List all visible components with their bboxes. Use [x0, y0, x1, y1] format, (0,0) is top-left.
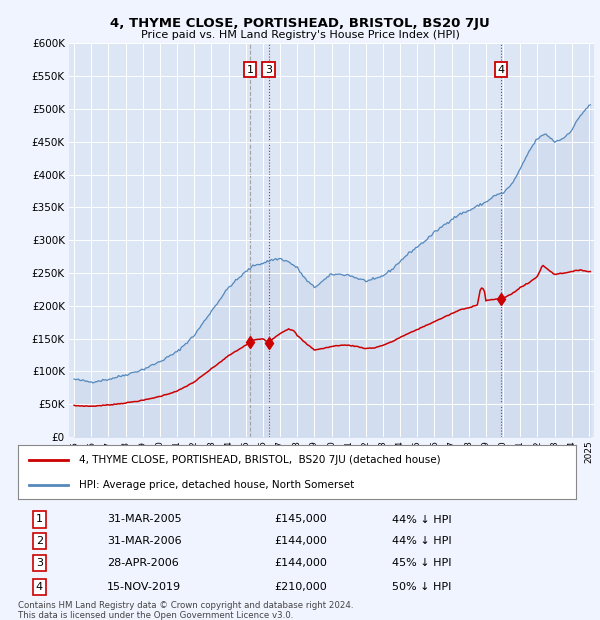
Text: 4: 4	[35, 582, 43, 591]
Text: This data is licensed under the Open Government Licence v3.0.: This data is licensed under the Open Gov…	[18, 611, 293, 620]
Text: 3: 3	[265, 64, 272, 74]
Text: 3: 3	[36, 558, 43, 568]
Text: 1: 1	[247, 64, 254, 74]
Text: 2: 2	[35, 536, 43, 546]
Text: £144,000: £144,000	[275, 536, 328, 546]
Text: 4, THYME CLOSE, PORTISHEAD, BRISTOL,  BS20 7JU (detached house): 4, THYME CLOSE, PORTISHEAD, BRISTOL, BS2…	[79, 455, 441, 465]
Text: 45% ↓ HPI: 45% ↓ HPI	[392, 558, 451, 568]
Text: Contains HM Land Registry data © Crown copyright and database right 2024.: Contains HM Land Registry data © Crown c…	[18, 601, 353, 611]
Text: £145,000: £145,000	[275, 515, 328, 525]
Text: 15-NOV-2019: 15-NOV-2019	[107, 582, 181, 591]
Text: 28-APR-2006: 28-APR-2006	[107, 558, 179, 568]
Text: 31-MAR-2005: 31-MAR-2005	[107, 515, 182, 525]
Text: £210,000: £210,000	[275, 582, 328, 591]
Text: £144,000: £144,000	[275, 558, 328, 568]
Text: 50% ↓ HPI: 50% ↓ HPI	[392, 582, 451, 591]
Text: 44% ↓ HPI: 44% ↓ HPI	[392, 515, 451, 525]
Text: 1: 1	[36, 515, 43, 525]
Text: 4, THYME CLOSE, PORTISHEAD, BRISTOL, BS20 7JU: 4, THYME CLOSE, PORTISHEAD, BRISTOL, BS2…	[110, 17, 490, 30]
Text: 4: 4	[497, 64, 505, 74]
Text: 31-MAR-2006: 31-MAR-2006	[107, 536, 182, 546]
Text: Price paid vs. HM Land Registry's House Price Index (HPI): Price paid vs. HM Land Registry's House …	[140, 30, 460, 40]
Text: HPI: Average price, detached house, North Somerset: HPI: Average price, detached house, Nort…	[79, 480, 355, 490]
Text: 44% ↓ HPI: 44% ↓ HPI	[392, 536, 451, 546]
